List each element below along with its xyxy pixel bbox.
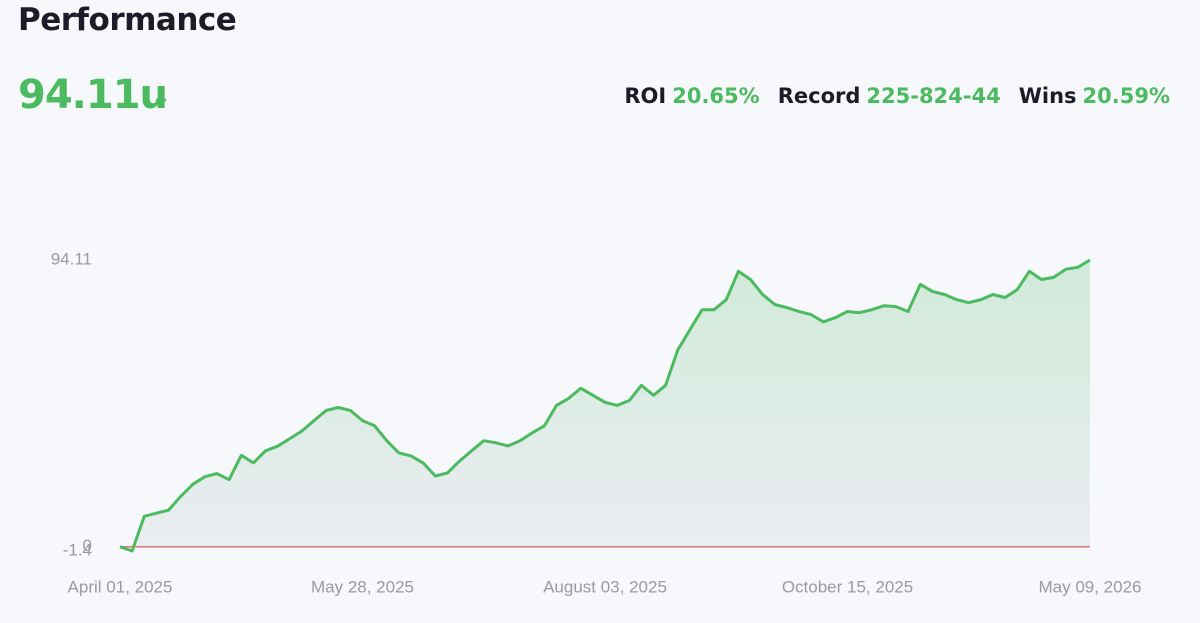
y-tick-label: -1.4 [63,540,92,559]
stat: Record 225-824-44 [778,84,1001,108]
stat-value: 20.65% [672,84,760,108]
trend-caret [155,94,167,102]
stat-value: 20.59% [1082,84,1170,108]
stat-label: Record [777,84,861,108]
x-tick-label: October 15, 2025 [782,577,913,596]
stat-label: ROI [624,84,667,108]
area [120,260,1090,551]
x-tick-label: May 09, 2026 [1038,577,1141,596]
stat: ROI 20.65% [624,84,759,108]
x-tick-label: April 01, 2025 [68,577,173,596]
y-tick-label: 0 [83,536,92,555]
stat: Wins 20.59% [1019,84,1170,108]
x-tick-label: May 28, 2025 [311,577,414,596]
stat-label: Wins [1018,84,1077,108]
total-units: 94.11u [18,72,168,118]
x-tick-label: August 03, 2025 [543,577,667,596]
stats: ROI 20.65% Record 225-824-44 Wins 20.59% [624,84,1170,108]
line [119,258,1091,553]
page-title: Performance [18,2,237,38]
y-tick-label: 94.11 [51,249,92,268]
stat-value: 225-824-44 [866,84,1001,108]
